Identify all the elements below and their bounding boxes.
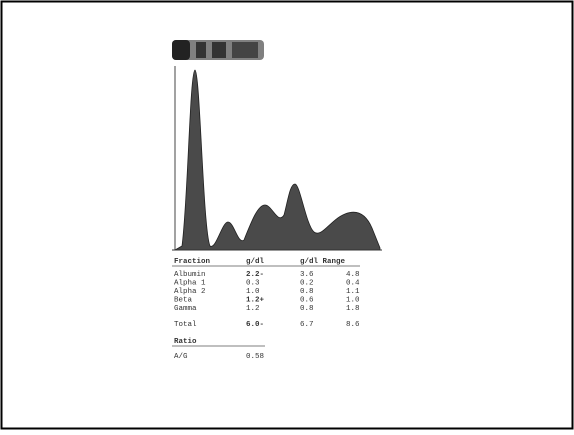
cell: Albumin (174, 271, 206, 279)
cell: Alpha 2 (174, 288, 206, 296)
gel-band (172, 40, 264, 60)
cell: 4.8 (346, 271, 360, 279)
cell: 1.1 (346, 288, 360, 296)
cell: 1.2+ (246, 297, 265, 305)
cell: 0.6 (300, 297, 314, 305)
cell: 1.8 (346, 305, 360, 313)
cell: 0.3 (246, 280, 260, 288)
cell: 1.0 (346, 297, 360, 305)
cell: 0.8 (300, 305, 314, 313)
page: Fraction g/dl g/dl Range Albumin 2.2- 3.6 4.8 A… (0, 0, 574, 430)
cell: 8.6 (346, 321, 360, 329)
ratio-value: 0.58 (246, 353, 264, 361)
cell: Alpha 1 (174, 280, 206, 288)
ratio-title: Ratio (174, 338, 197, 346)
cell: Beta (174, 297, 193, 305)
cell: Gamma (174, 305, 197, 313)
cell: 0.8 (300, 288, 314, 296)
cell: 1.0 (246, 288, 260, 296)
cell: Total (174, 321, 197, 329)
cell: 0.4 (346, 280, 360, 288)
header-cell: g/dl Range (300, 258, 346, 266)
cell: 0.2 (300, 280, 314, 288)
cell: 6.0- (246, 321, 264, 329)
cell: 1.2 (246, 305, 260, 313)
header-cell: Fraction (174, 258, 211, 266)
header-cell: g/dl (246, 258, 265, 266)
cell: 3.6 (300, 271, 314, 279)
cell: 6.7 (300, 321, 314, 329)
cell: 2.2- (246, 271, 264, 279)
ratio-label: A/G (174, 353, 188, 361)
